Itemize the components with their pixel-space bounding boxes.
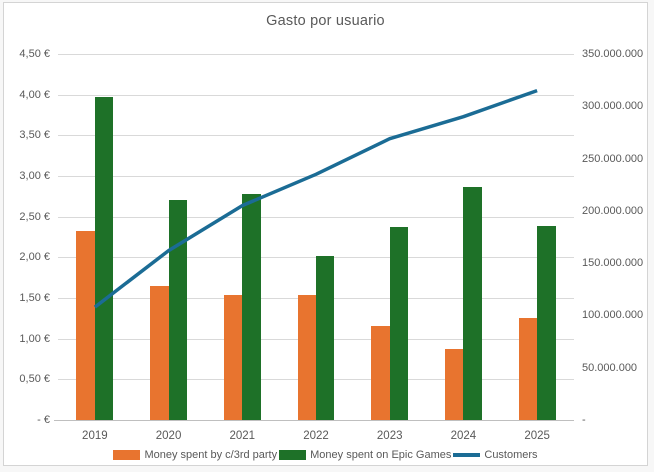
bar-money-spent-3rd-party[interactable] [371,326,390,420]
y-axis-left-tick-label: 4,00 € [19,88,50,101]
x-axis-tick-label: 2019 [82,430,108,442]
legend-color-swatch [279,450,307,460]
y-axis-left-tick-label: 3,00 € [19,170,50,182]
bar-money-spent-epic-games[interactable] [389,227,409,420]
bar-money-spent-3rd-party[interactable] [297,294,316,420]
y-axis-left-tick-label: 4,50 € [19,48,50,60]
legend-item-3rd-party[interactable]: Money spent by c/3rd party [113,449,277,461]
y-axis-right-tick-label: 200.000.000 [582,204,644,217]
y-axis-left-tick-label: 2,50 € [19,210,50,223]
legend-item-epic-games[interactable]: Money spent on Epic Games [279,449,451,461]
y-axis-right-tick-label: - [582,414,586,426]
bar-money-spent-epic-games[interactable] [242,193,261,420]
y-axis-right-tick-label: 150.000.000 [582,257,644,270]
x-axis-tick-label: 2022 [303,430,329,442]
x-axis-line [54,420,574,421]
x-axis-tick-label: 2024 [450,430,477,442]
bar-money-spent-epic-games[interactable] [463,186,482,420]
y-axis-right-tick-label: 350.000.000 [582,48,644,60]
legend-label: Customers [484,449,538,461]
bar-money-spent-3rd-party[interactable] [445,349,464,420]
gridline [58,94,574,96]
bar-money-spent-3rd-party[interactable] [518,317,538,420]
bar-money-spent-3rd-party[interactable] [76,231,95,420]
x-axis-tick-label: 2020 [155,430,182,442]
gridline [58,54,574,55]
chart-title: Gasto por usuario [266,13,385,29]
legend-line-swatch [453,453,481,457]
y-axis-left-tick-label: 1,00 € [19,332,50,345]
bar-money-spent-epic-games[interactable] [316,255,335,420]
y-axis-left-tick-label: 1,50 € [19,292,50,304]
legend-label: Money spent on Epic Games [310,449,452,461]
chart-legend: Money spent by c/3rd party Money spent on… [4,449,647,461]
bar-money-spent-epic-games[interactable] [94,97,114,420]
gridline [58,216,574,218]
y-axis-left-tick-label: - € [37,414,50,426]
bar-money-spent-epic-games[interactable] [168,199,187,420]
y-axis-right-tick-label: 300.000.000 [582,100,644,113]
y-axis-right-tick-label: 100.000.000 [582,309,644,322]
chart-frame: Gasto por usuario - € 0,50 € 1,00 € 1,50 € 2… [3,2,648,466]
y-axis-right-tick-label: 50.000.000 [582,361,638,374]
customers-line[interactable] [58,54,574,420]
gridline [58,135,574,137]
y-axis-left-tick-label: 3,50 € [19,129,50,142]
bar-money-spent-3rd-party[interactable] [223,294,243,420]
bar-money-spent-epic-games[interactable] [537,225,556,420]
gridline [58,176,574,177]
x-axis-tick-label: 2021 [229,430,256,442]
x-axis-tick-label: 2023 [376,430,403,442]
y-axis-left-tick-label: 2,00 € [19,251,50,264]
bar-money-spent-3rd-party[interactable] [150,285,169,420]
legend-label: Money spent by c/3rd party [144,449,278,461]
x-axis-tick-label: 2025 [524,430,550,442]
legend-item-customers[interactable]: Customers [453,449,538,461]
legend-color-swatch [113,450,141,460]
y-axis-right-tick-label: 250.000.000 [582,152,644,165]
y-axis-left-tick-label: 0,50 € [19,373,50,386]
